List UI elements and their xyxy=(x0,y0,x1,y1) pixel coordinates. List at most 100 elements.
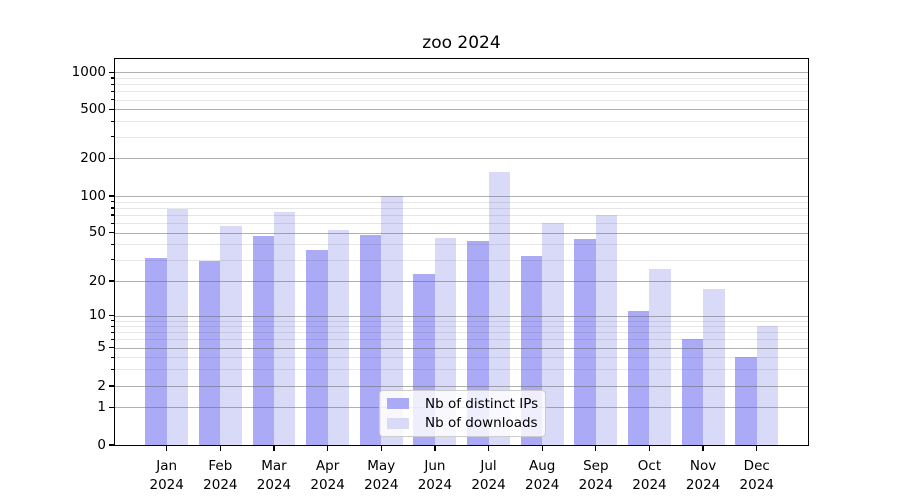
x-tick xyxy=(434,446,436,451)
y-minor-tick xyxy=(111,222,114,224)
minor-gridline xyxy=(115,369,808,371)
x-tick xyxy=(273,446,275,451)
y-tick-label: 1 xyxy=(97,398,106,415)
x-tick-label: Dec 2024 xyxy=(739,458,774,493)
major-gridline xyxy=(115,232,808,234)
y-minor-tick xyxy=(111,77,114,79)
minor-gridline xyxy=(115,244,808,246)
minor-gridline xyxy=(115,214,808,216)
bar-ips xyxy=(145,257,167,445)
minor-gridline xyxy=(115,91,808,93)
major-gridline xyxy=(115,72,808,74)
x-tick-label: Jan 2024 xyxy=(149,458,184,493)
minor-gridline xyxy=(115,207,808,209)
plot-area xyxy=(114,58,809,446)
bar-ips xyxy=(681,339,704,445)
y-tick xyxy=(109,406,114,408)
x-tick xyxy=(487,446,490,451)
y-tick xyxy=(109,108,114,110)
y-tick-label: 10 xyxy=(88,307,106,324)
x-tick-label: Apr 2024 xyxy=(310,458,345,493)
minor-gridline xyxy=(115,259,808,261)
y-tick-label: 5 xyxy=(97,339,106,356)
y-minor-tick xyxy=(111,90,114,93)
x-tick-label: Sep 2024 xyxy=(578,458,613,493)
y-minor-tick xyxy=(111,83,114,85)
x-tick-label: Jun 2024 xyxy=(417,458,453,493)
y-tick-label: 500 xyxy=(80,100,106,117)
y-tick xyxy=(109,71,114,73)
y-tick xyxy=(109,195,114,197)
major-gridline xyxy=(115,109,808,111)
y-minor-tick xyxy=(111,136,114,138)
y-minor-tick xyxy=(111,243,114,246)
y-minor-tick xyxy=(111,320,114,322)
y-tick-label: 20 xyxy=(88,272,106,289)
legend-swatch xyxy=(387,417,409,429)
y-tick xyxy=(109,157,114,159)
major-gridline xyxy=(115,158,808,160)
x-tick xyxy=(541,446,543,451)
x-tick-label: Jul 2024 xyxy=(471,458,506,493)
x-tick xyxy=(380,446,382,451)
minor-gridline xyxy=(115,223,808,225)
bar-downloads xyxy=(756,326,779,445)
y-tick-label: 0 xyxy=(97,436,106,453)
x-tick xyxy=(326,446,329,451)
x-tick-label: Mar 2024 xyxy=(256,458,292,493)
minor-gridline xyxy=(115,121,808,123)
y-minor-tick xyxy=(111,259,114,261)
y-minor-tick xyxy=(111,338,114,341)
minor-gridline xyxy=(115,136,808,138)
y-tick-label: 200 xyxy=(80,149,106,166)
bar-ips xyxy=(198,261,221,445)
y-tick-label: 1000 xyxy=(71,63,106,80)
minor-gridline xyxy=(115,99,808,101)
y-minor-tick xyxy=(111,356,114,358)
bar-downloads xyxy=(220,225,242,445)
y-minor-tick xyxy=(111,368,114,370)
major-gridline xyxy=(115,315,808,317)
y-tick xyxy=(109,385,114,387)
bar-downloads xyxy=(327,229,350,445)
y-minor-tick xyxy=(111,120,114,123)
bar-ips xyxy=(359,234,382,445)
minor-gridline xyxy=(115,326,808,327)
minor-gridline xyxy=(115,332,808,334)
grid-layer xyxy=(115,59,808,445)
bar-downloads xyxy=(381,196,403,445)
minor-gridline xyxy=(115,201,808,203)
bar-ips xyxy=(574,239,596,445)
x-tick xyxy=(702,446,704,451)
bar-ips xyxy=(628,310,650,445)
minor-gridline xyxy=(115,320,808,322)
bar-downloads xyxy=(703,289,725,445)
y-minor-tick xyxy=(111,214,114,216)
x-tick xyxy=(595,446,597,451)
y-tick xyxy=(109,444,114,446)
major-gridline xyxy=(115,281,808,282)
minor-gridline xyxy=(115,339,808,341)
minor-gridline xyxy=(115,84,808,86)
bar-ips xyxy=(252,236,274,445)
x-tick-label: Oct 2024 xyxy=(632,458,667,493)
y-minor-tick xyxy=(111,207,114,209)
y-minor-tick xyxy=(111,201,114,203)
y-tick-label: 50 xyxy=(88,224,106,241)
bar-ips xyxy=(735,357,757,445)
legend-entry: Nb of downloads xyxy=(387,414,538,432)
y-minor-tick xyxy=(111,99,114,101)
y-tick xyxy=(109,347,114,349)
major-gridline xyxy=(115,196,808,197)
legend-label: Nb of downloads xyxy=(425,415,538,432)
legend-entry: Nb of distinct IPs xyxy=(387,395,538,413)
legend-swatch xyxy=(387,398,409,410)
y-minor-tick xyxy=(111,331,114,333)
bar-downloads xyxy=(488,172,510,445)
y-tick xyxy=(109,232,114,234)
legend: Nb of distinct IPs Nb of downloads xyxy=(379,390,546,437)
minor-gridline xyxy=(115,357,808,359)
y-tick xyxy=(109,280,114,282)
y-tick-label: 2 xyxy=(97,377,106,394)
x-tick-label: May 2024 xyxy=(364,458,399,493)
